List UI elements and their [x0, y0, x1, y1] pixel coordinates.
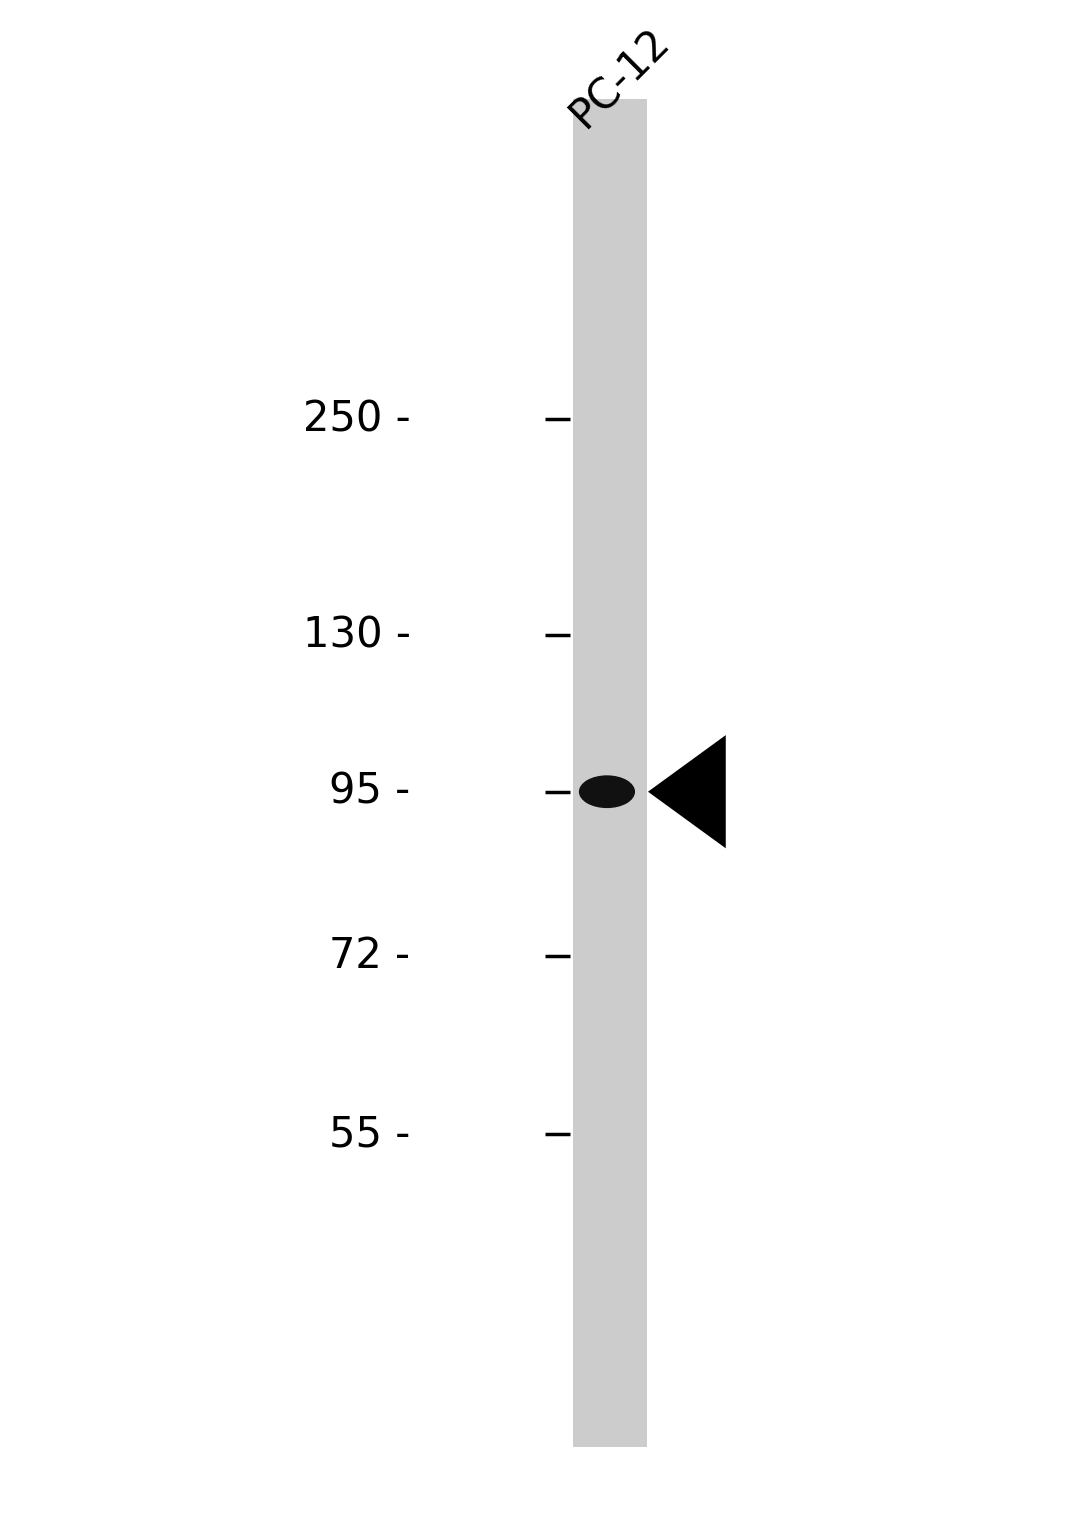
Bar [573, 99, 647, 1446]
Text: 55 -: 55 - [329, 1113, 410, 1156]
Text: 72 -: 72 - [329, 934, 410, 977]
Text: 95 -: 95 - [329, 771, 410, 813]
Text: 130 -: 130 - [302, 615, 410, 656]
Ellipse shape [579, 775, 635, 809]
Text: PC-12: PC-12 [563, 20, 678, 136]
Text: 250 -: 250 - [302, 399, 410, 440]
Polygon shape [648, 735, 726, 849]
